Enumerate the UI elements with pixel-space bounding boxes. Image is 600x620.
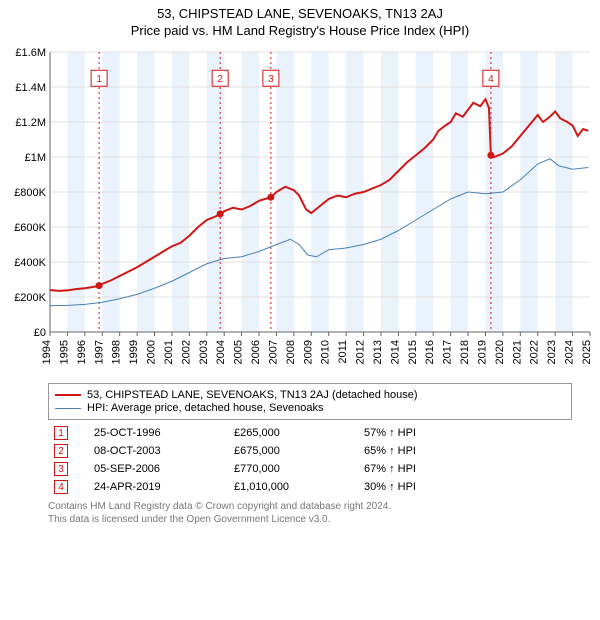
sale-point xyxy=(217,210,224,217)
sale-date: 25-OCT-1996 xyxy=(88,424,228,442)
sale-marker-num: 3 xyxy=(54,462,68,476)
sale-row: 4 24-APR-2019£1,010,00030% ↑ HPI xyxy=(48,478,572,496)
svg-text:1994: 1994 xyxy=(41,340,53,364)
legend-item-hpi: HPI: Average price, detached house, Seve… xyxy=(55,402,565,414)
sale-pct-vs-hpi: 57% ↑ HPI xyxy=(358,424,572,442)
sale-marker-number: 3 xyxy=(268,74,274,85)
svg-text:2005: 2005 xyxy=(233,340,245,364)
svg-text:2016: 2016 xyxy=(424,340,436,364)
sale-row: 1 25-OCT-1996£265,00057% ↑ HPI xyxy=(48,424,572,442)
sale-price: £1,010,000 xyxy=(228,478,358,496)
sale-row: 2 08-OCT-2003£675,00065% ↑ HPI xyxy=(48,442,572,460)
svg-text:£1.6M: £1.6M xyxy=(15,47,46,59)
svg-text:2013: 2013 xyxy=(372,340,384,364)
sale-marker-num: 2 xyxy=(54,444,68,458)
chart-container: £0 £200K £400K £600K £800K £1M £1.2M £1.4M £1.6M… xyxy=(0,42,600,377)
sale-point xyxy=(267,194,274,201)
sale-point xyxy=(487,152,494,159)
sale-marker-num: 4 xyxy=(54,480,68,494)
svg-text:2024: 2024 xyxy=(564,340,576,364)
svg-text:£600K: £600K xyxy=(14,222,46,234)
price-chart: £0 £200K £400K £600K £800K £1M £1.2M £1.4M £1.6M… xyxy=(0,42,600,372)
title-address: 53, CHIPSTEAD LANE, SEVENOAKS, TN13 2AJ xyxy=(0,6,600,21)
legend: 53, CHIPSTEAD LANE, SEVENOAKS, TN13 2AJ … xyxy=(48,383,572,420)
svg-text:£1M: £1M xyxy=(25,152,46,164)
svg-text:2004: 2004 xyxy=(215,340,227,364)
svg-text:£800K: £800K xyxy=(14,187,46,199)
sale-marker-number: 1 xyxy=(96,74,102,85)
svg-text:2001: 2001 xyxy=(163,340,175,364)
svg-text:1998: 1998 xyxy=(111,340,123,364)
sale-price: £675,000 xyxy=(228,442,358,460)
footer-line-2: This data is licensed under the Open Gov… xyxy=(48,513,572,526)
svg-text:2019: 2019 xyxy=(476,340,488,364)
sale-marker-number: 4 xyxy=(488,74,494,85)
sale-pct-vs-hpi: 67% ↑ HPI xyxy=(358,460,572,478)
svg-text:2021: 2021 xyxy=(511,340,523,364)
svg-text:2003: 2003 xyxy=(198,340,210,364)
sale-date: 05-SEP-2006 xyxy=(88,460,228,478)
svg-text:2025: 2025 xyxy=(581,340,593,364)
svg-text:2007: 2007 xyxy=(267,340,279,364)
svg-text:2017: 2017 xyxy=(442,340,454,364)
sale-pct-vs-hpi: 65% ↑ HPI xyxy=(358,442,572,460)
svg-text:2023: 2023 xyxy=(546,340,558,364)
svg-text:1997: 1997 xyxy=(93,340,105,364)
sale-date: 08-OCT-2003 xyxy=(88,442,228,460)
legend-swatch-hpi xyxy=(55,408,81,409)
sale-row: 3 05-SEP-2006£770,00067% ↑ HPI xyxy=(48,460,572,478)
sale-date: 24-APR-2019 xyxy=(88,478,228,496)
svg-text:£1.2M: £1.2M xyxy=(15,117,46,129)
svg-text:2006: 2006 xyxy=(250,340,262,364)
svg-text:£0: £0 xyxy=(34,327,46,339)
svg-text:2010: 2010 xyxy=(320,340,332,364)
svg-text:2018: 2018 xyxy=(459,340,471,364)
sale-marker-number: 2 xyxy=(217,74,223,85)
svg-text:2009: 2009 xyxy=(302,340,314,364)
sale-marker-num: 1 xyxy=(54,426,68,440)
footer-line-1: Contains HM Land Registry data © Crown c… xyxy=(48,500,572,513)
svg-text:£1.4M: £1.4M xyxy=(15,82,46,94)
legend-label-property: 53, CHIPSTEAD LANE, SEVENOAKS, TN13 2AJ … xyxy=(87,389,418,401)
svg-text:2000: 2000 xyxy=(146,340,158,364)
svg-text:2020: 2020 xyxy=(494,340,506,364)
title-subtitle: Price paid vs. HM Land Registry's House … xyxy=(0,23,600,38)
sale-price: £770,000 xyxy=(228,460,358,478)
legend-label-hpi: HPI: Average price, detached house, Seve… xyxy=(87,402,323,414)
svg-text:2002: 2002 xyxy=(180,340,192,364)
svg-text:1999: 1999 xyxy=(128,340,140,364)
sale-pct-vs-hpi: 30% ↑ HPI xyxy=(358,478,572,496)
sale-point xyxy=(96,282,103,289)
svg-text:1996: 1996 xyxy=(76,340,88,364)
svg-text:2012: 2012 xyxy=(355,340,367,364)
svg-text:2022: 2022 xyxy=(529,340,541,364)
sales-table: 1 25-OCT-1996£265,00057% ↑ HPI 2 08-OCT-200… xyxy=(48,424,572,496)
chart-titles: 53, CHIPSTEAD LANE, SEVENOAKS, TN13 2AJ … xyxy=(0,0,600,38)
legend-item-property: 53, CHIPSTEAD LANE, SEVENOAKS, TN13 2AJ … xyxy=(55,389,565,401)
svg-text:2011: 2011 xyxy=(337,340,349,364)
svg-text:£200K: £200K xyxy=(14,292,46,304)
svg-text:2014: 2014 xyxy=(389,340,401,364)
svg-text:2015: 2015 xyxy=(407,340,419,364)
attribution-footer: Contains HM Land Registry data © Crown c… xyxy=(48,500,572,526)
svg-text:£400K: £400K xyxy=(14,257,46,269)
svg-text:2008: 2008 xyxy=(285,340,297,364)
svg-text:1995: 1995 xyxy=(58,340,70,364)
sale-price: £265,000 xyxy=(228,424,358,442)
legend-swatch-property xyxy=(55,394,81,396)
